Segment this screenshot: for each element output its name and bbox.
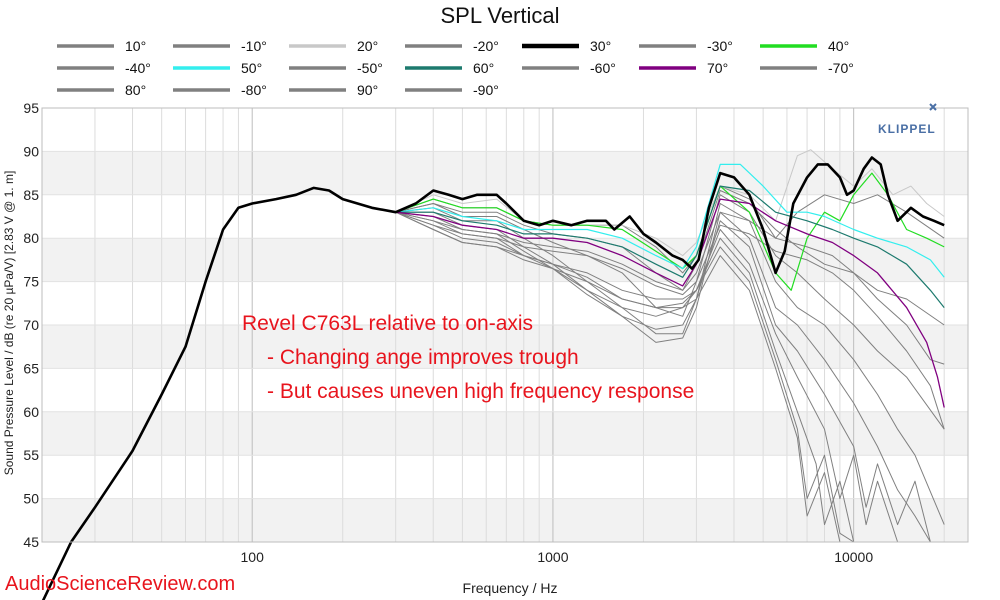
- annotation-line-3: - But causes uneven high frequency respo…: [267, 380, 694, 403]
- x-axis-label: Frequency / Hz: [463, 580, 558, 596]
- legend-label: -30°: [707, 38, 733, 54]
- legend-label: -80°: [241, 82, 267, 98]
- legend-label: -70°: [828, 60, 854, 76]
- legend-label: -10°: [241, 38, 267, 54]
- legend-label: 70°: [707, 60, 728, 76]
- y-tick-label: 45: [23, 534, 39, 550]
- legend-label: -20°: [473, 38, 499, 54]
- logo-mark-icon: [929, 103, 937, 111]
- series-lines: [41, 149, 945, 600]
- grid-band: [42, 455, 968, 499]
- legend-label: 80°: [125, 82, 146, 98]
- y-axis-ticks: 95 90 85 80 75 70 65 60 55 50 45: [23, 100, 39, 550]
- chart-title: SPL Vertical: [440, 3, 559, 28]
- x-axis-ticks: 100 1000 10000: [241, 549, 874, 565]
- grid-bands: [42, 108, 968, 499]
- legend-label: -90°: [473, 82, 499, 98]
- y-tick-label: 65: [23, 360, 39, 376]
- y-axis-label: Sound Pressure Level / dB (re 20 µPa/V) …: [2, 171, 16, 476]
- legend-label: 10°: [125, 38, 146, 54]
- legend-label: 30°: [590, 38, 611, 54]
- x-tick-label: 100: [241, 549, 265, 565]
- y-tick-label: 75: [23, 274, 39, 290]
- legend-label: 50°: [241, 60, 262, 76]
- y-tick-label: 85: [23, 187, 39, 203]
- x-tick-label: 1000: [537, 549, 568, 565]
- grid-band: [42, 368, 968, 412]
- y-tick-label: 50: [23, 491, 39, 507]
- klippel-logo: KLIPPEL: [878, 103, 937, 136]
- y-tick-label: 80: [23, 230, 39, 246]
- legend-label: 40°: [828, 38, 849, 54]
- legend-label: -50°: [357, 60, 383, 76]
- annotation-line-2: - Changing ange improves trough: [267, 346, 579, 369]
- legend: 10° -10° 20° -20° 30° -30° 40° -40° 50° -50° 60° -6…: [57, 38, 854, 98]
- legend-label: 90°: [357, 82, 378, 98]
- y-tick-label: 95: [23, 100, 39, 116]
- legend-label: -60°: [590, 60, 616, 76]
- legend-label: 20°: [357, 38, 378, 54]
- y-tick-label: 60: [23, 404, 39, 420]
- watermark: AudioScienceReview.com: [5, 573, 235, 595]
- legend-label: -40°: [125, 60, 151, 76]
- x-tick-label: 10000: [834, 549, 873, 565]
- y-tick-label: 55: [23, 447, 39, 463]
- y-tick-label: 70: [23, 317, 39, 333]
- y-tick-label: 90: [23, 143, 39, 159]
- legend-label: 60°: [473, 60, 494, 76]
- klippel-logo-text: KLIPPEL: [878, 122, 936, 136]
- plot-border: [41, 107, 969, 543]
- series-line-4: [41, 156, 945, 600]
- annotation-line-1: Revel C763L relative to on-axis: [242, 312, 533, 335]
- grid-band: [42, 108, 968, 152]
